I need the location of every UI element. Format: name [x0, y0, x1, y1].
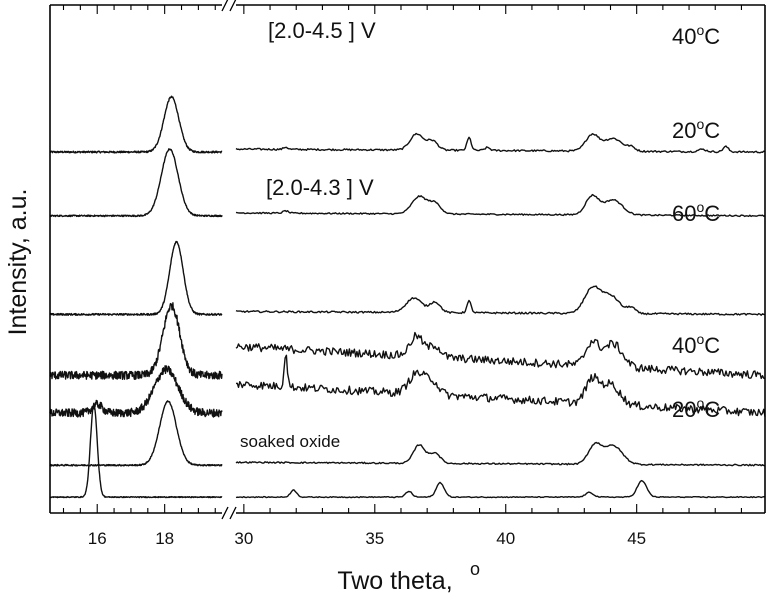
series-line-40C_4.5V	[49, 95, 766, 154]
series-label-20C_4.3V: 20oC	[672, 395, 720, 422]
series-label-60C_4.3V: 60oC	[672, 199, 720, 226]
annotation-label: [2.0-4.5 ] V	[268, 18, 376, 43]
series-line-20C_4.3V	[49, 354, 766, 418]
series-label-40C_4.3V: 40oC	[672, 331, 720, 358]
series-label-20C_4.5V: 20oC	[672, 116, 720, 143]
axis-break-mark	[221, 506, 229, 520]
x-tick-label: 40	[496, 529, 515, 548]
series-label-40C_4.5V: 40oC	[672, 22, 720, 49]
x-axis-label-superscript: o	[470, 559, 480, 579]
series-line-60C_4.3V	[49, 240, 766, 316]
annotation-label: soaked oxide	[240, 432, 340, 451]
series-line-40C_4.3V	[49, 302, 766, 380]
axis-break-mark	[221, 0, 229, 12]
x-tick-label: 18	[155, 529, 174, 548]
y-axis-label: Intensity, a.u.	[4, 189, 32, 336]
x-tick-label: 45	[627, 529, 646, 548]
axis-break-mark	[229, 0, 237, 12]
x-tick-label: 35	[365, 529, 384, 548]
x-axis-label: Two theta,	[337, 567, 452, 595]
annotation-label: [2.0-4.3 ] V	[266, 175, 374, 200]
series-line-pristine	[49, 403, 766, 499]
series-line-soaked	[49, 400, 766, 467]
axis-break-mark	[229, 506, 237, 520]
x-tick-label: 30	[234, 529, 253, 548]
x-tick-label: 16	[88, 529, 107, 548]
series-line-20C_4.5V	[49, 148, 766, 218]
